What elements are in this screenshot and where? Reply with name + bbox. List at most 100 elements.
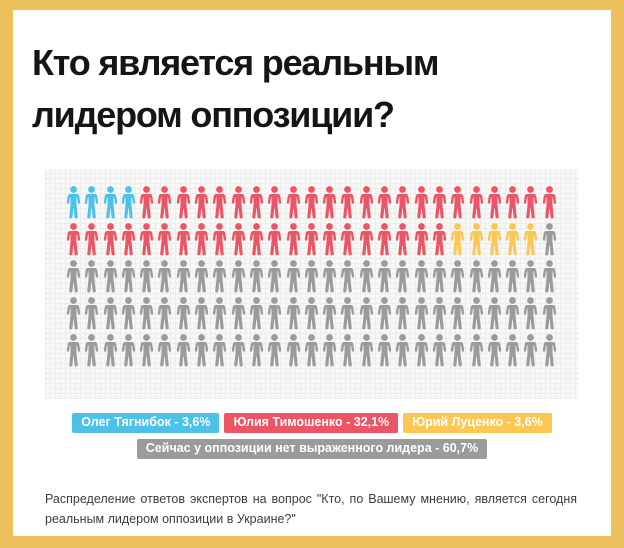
person-icon bbox=[341, 260, 355, 293]
person-icon bbox=[322, 334, 337, 367]
person-icon bbox=[359, 186, 373, 219]
person-icon bbox=[432, 297, 447, 330]
person-icon bbox=[194, 223, 209, 256]
person-icon bbox=[194, 297, 209, 330]
person-icon bbox=[66, 223, 81, 256]
person-icon bbox=[158, 186, 172, 219]
person-icon bbox=[469, 260, 483, 293]
person-icon bbox=[286, 297, 300, 330]
person-icon bbox=[505, 334, 520, 367]
source-caption: Распределение ответов экспертов на вопро… bbox=[45, 492, 577, 526]
person-icon bbox=[341, 297, 355, 330]
person-icon bbox=[304, 223, 319, 256]
person-icon bbox=[377, 186, 392, 219]
person-icon bbox=[505, 260, 520, 293]
person-icon bbox=[469, 297, 483, 330]
person-icon bbox=[341, 334, 355, 367]
legend-row-bottom: Сейчас у оппозиции нет выраженного лидер… bbox=[136, 439, 488, 459]
person-icon bbox=[158, 334, 172, 367]
legend-badge: Сейчас у оппозиции нет выраженного лидер… bbox=[136, 439, 488, 459]
person-icon bbox=[213, 260, 227, 293]
person-icon bbox=[451, 334, 465, 367]
person-icon bbox=[396, 186, 410, 219]
person-icon bbox=[341, 186, 355, 219]
person-icon bbox=[322, 297, 337, 330]
person-icon bbox=[139, 223, 154, 256]
person-icon bbox=[341, 223, 355, 256]
person-icon bbox=[487, 297, 502, 330]
person-icon bbox=[249, 260, 264, 293]
person-icon bbox=[231, 186, 245, 219]
person-icon bbox=[158, 260, 172, 293]
person-icon bbox=[103, 297, 117, 330]
person-icon bbox=[322, 260, 337, 293]
person-icon bbox=[176, 186, 190, 219]
infographic-card: Кто является реальным лидером оппозиции?… bbox=[13, 10, 611, 536]
person-icon bbox=[304, 186, 319, 219]
person-icon bbox=[359, 297, 373, 330]
person-icon bbox=[121, 223, 136, 256]
person-icon bbox=[542, 334, 556, 367]
person-icon bbox=[139, 297, 154, 330]
person-icon bbox=[451, 223, 465, 256]
person-icon bbox=[103, 334, 117, 367]
person-icon bbox=[139, 186, 154, 219]
person-icon bbox=[213, 186, 227, 219]
person-icon bbox=[414, 334, 428, 367]
person-icon bbox=[213, 297, 227, 330]
person-icon bbox=[268, 334, 282, 367]
person-icon bbox=[249, 186, 264, 219]
person-icon bbox=[505, 186, 520, 219]
legend-badge: Юрий Луценко - 3,6% bbox=[403, 413, 552, 433]
person-icon bbox=[487, 186, 502, 219]
person-icon bbox=[231, 334, 245, 367]
person-icon bbox=[249, 334, 264, 367]
person-icon bbox=[121, 260, 136, 293]
person-icon bbox=[414, 297, 428, 330]
person-icon bbox=[469, 223, 483, 256]
person-icon bbox=[194, 260, 209, 293]
person-icon bbox=[121, 297, 136, 330]
legend-row-top: Олег Тягнибок - 3,6% Юлия Тимошенко - 32,… bbox=[72, 413, 552, 433]
legend-badge: Юлия Тимошенко - 32,1% bbox=[224, 413, 399, 433]
person-icon bbox=[524, 260, 538, 293]
person-icon bbox=[304, 297, 319, 330]
person-icon bbox=[158, 297, 172, 330]
person-icon bbox=[524, 334, 538, 367]
person-icon bbox=[176, 260, 190, 293]
person-icon bbox=[451, 297, 465, 330]
person-icon bbox=[396, 223, 410, 256]
person-icon bbox=[139, 334, 154, 367]
person-icon bbox=[542, 223, 556, 256]
person-icon bbox=[542, 260, 556, 293]
person-icon bbox=[377, 223, 392, 256]
person-icon bbox=[66, 260, 81, 293]
person-icon bbox=[121, 334, 136, 367]
person-icon bbox=[505, 297, 520, 330]
person-icon bbox=[396, 260, 410, 293]
person-icon bbox=[414, 223, 428, 256]
person-icon bbox=[249, 223, 264, 256]
person-icon bbox=[249, 297, 264, 330]
person-icon bbox=[359, 334, 373, 367]
person-icon bbox=[121, 186, 136, 219]
person-icon bbox=[85, 297, 99, 330]
person-icon bbox=[377, 297, 392, 330]
person-icon bbox=[451, 186, 465, 219]
person-icon bbox=[213, 223, 227, 256]
person-icon bbox=[286, 186, 300, 219]
person-icon bbox=[359, 223, 373, 256]
person-icon bbox=[469, 186, 483, 219]
person-icon bbox=[432, 223, 447, 256]
person-icon bbox=[432, 334, 447, 367]
person-icon bbox=[194, 186, 209, 219]
person-icon bbox=[176, 297, 190, 330]
person-icon bbox=[322, 223, 337, 256]
person-icon bbox=[542, 186, 556, 219]
person-icon bbox=[286, 334, 300, 367]
person-icon bbox=[487, 334, 502, 367]
person-icon bbox=[524, 186, 538, 219]
person-icon bbox=[414, 186, 428, 219]
person-icon bbox=[268, 297, 282, 330]
